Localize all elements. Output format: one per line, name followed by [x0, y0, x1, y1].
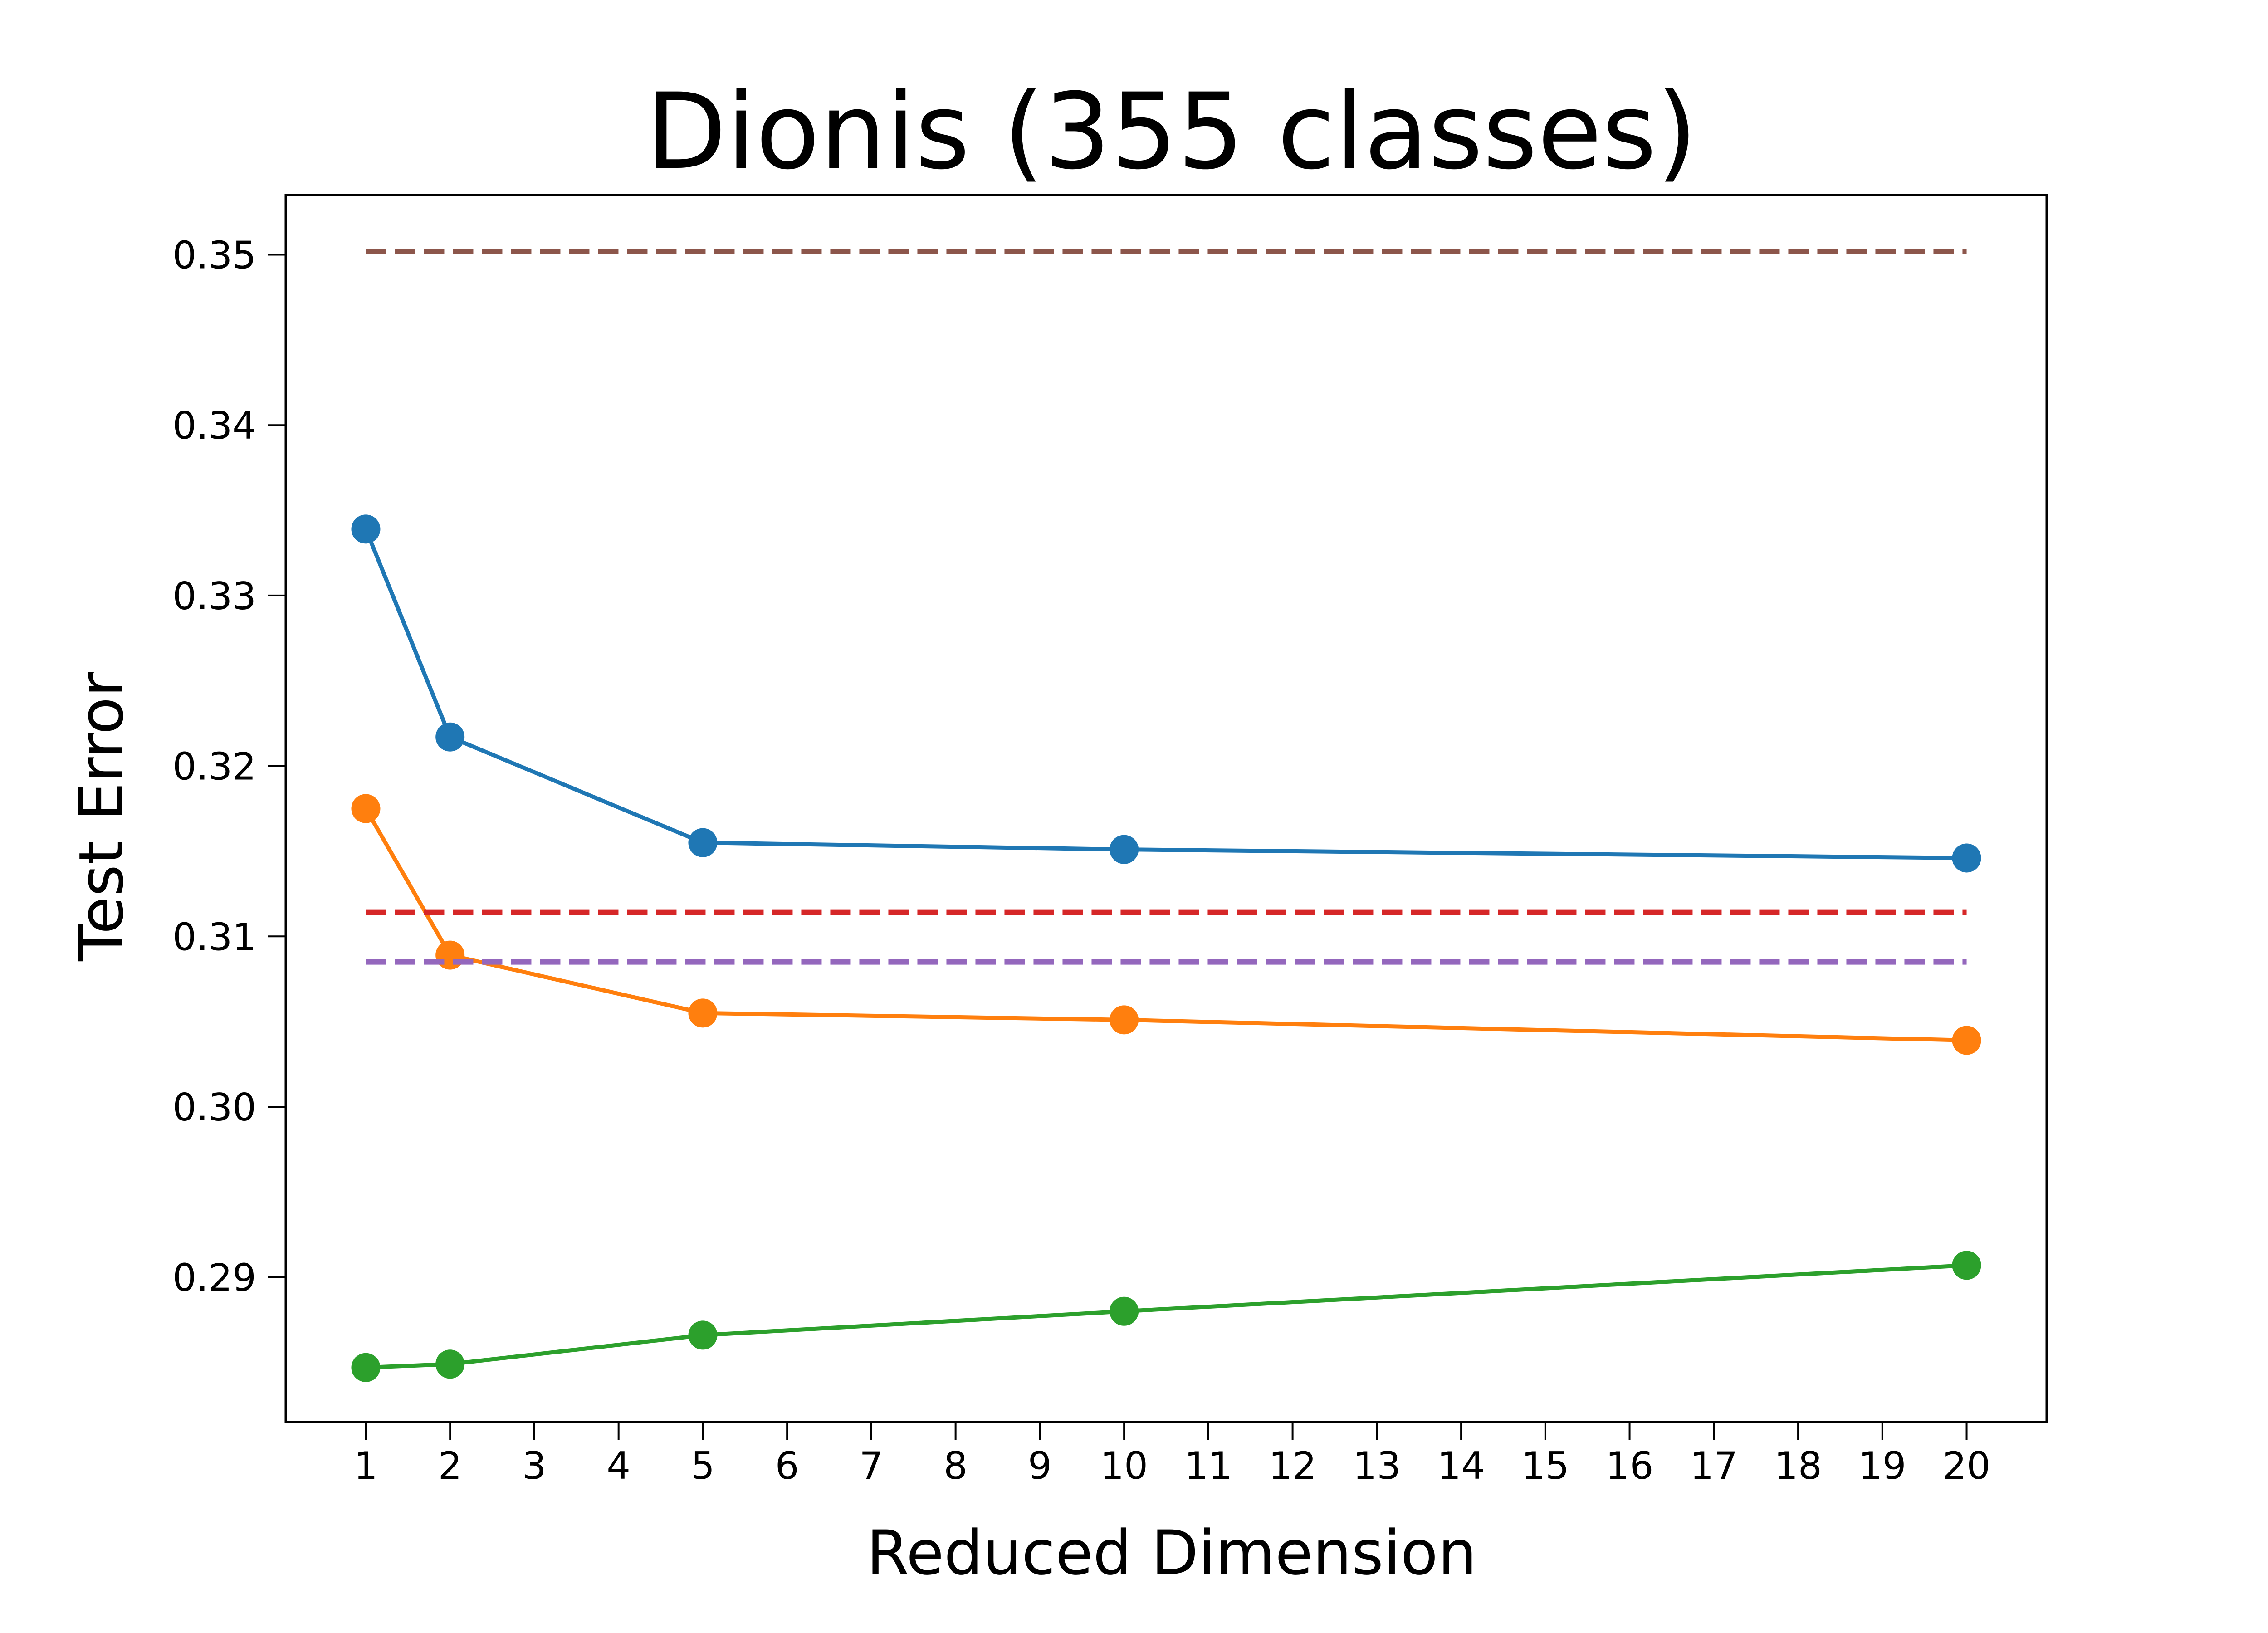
y-tick-label: 0.34	[172, 404, 256, 448]
plot-series	[351, 248, 1981, 1382]
x-tick-label: 3	[523, 1444, 547, 1488]
x-tick-label: 19	[1858, 1444, 1906, 1488]
x-axis-ticks: 1 2 3 4 5 6 7 8 9 10 11 12 13 14 15 16 17 18 19 20	[354, 1422, 1990, 1488]
chart-title: Dionis (355 classes)	[646, 71, 1697, 193]
x-axis-label: Reduced Dimension	[866, 1517, 1477, 1589]
y-tick-label: 0.29	[172, 1256, 256, 1300]
x-tick-label: 13	[1353, 1444, 1401, 1488]
y-axis-ticks: 0.29 0.30 0.31 0.32 0.33 0.34 0.35	[172, 233, 286, 1300]
series-3-point	[1952, 1251, 1981, 1280]
series-2-point	[1110, 1005, 1139, 1035]
x-tick-label: 7	[859, 1444, 883, 1488]
x-tick-label: 20	[1943, 1444, 1991, 1488]
series-1-point	[351, 514, 381, 544]
series-2	[351, 794, 1981, 1055]
y-tick-label: 0.32	[172, 745, 256, 789]
x-tick-label: 16	[1606, 1444, 1654, 1488]
x-tick-label: 14	[1437, 1444, 1485, 1488]
x-tick-label: 8	[943, 1444, 968, 1488]
x-tick-label: 18	[1774, 1444, 1822, 1488]
series-3-point	[435, 1349, 465, 1379]
series-3-point	[1110, 1296, 1139, 1326]
x-tick-label: 6	[775, 1444, 799, 1488]
series-3	[351, 1251, 1981, 1382]
series-1-point	[435, 722, 465, 752]
x-tick-label: 11	[1184, 1444, 1232, 1488]
x-tick-label: 10	[1100, 1444, 1148, 1488]
series-2-point	[688, 998, 718, 1028]
y-tick-label: 0.33	[172, 574, 256, 618]
y-tick-label: 0.35	[172, 233, 256, 277]
series-1	[351, 514, 1981, 873]
y-axis-label: Test Error	[66, 672, 137, 962]
x-tick-label: 17	[1690, 1444, 1738, 1488]
x-tick-label: 9	[1028, 1444, 1052, 1488]
x-tick-label: 5	[691, 1444, 715, 1488]
x-tick-label: 12	[1269, 1444, 1317, 1488]
series-1-point	[688, 828, 718, 857]
series-1-point	[1110, 835, 1139, 864]
series-3-point	[351, 1353, 381, 1382]
x-tick-label: 1	[354, 1444, 378, 1488]
y-tick-label: 0.31	[172, 915, 256, 959]
x-tick-label: 4	[606, 1444, 631, 1488]
series-2-point	[1952, 1026, 1981, 1055]
x-tick-label: 15	[1521, 1444, 1569, 1488]
series-1-point	[1952, 843, 1981, 873]
series-2-point	[351, 794, 381, 823]
x-tick-label: 2	[438, 1444, 462, 1488]
series-2-point	[435, 940, 465, 970]
series-3-point	[688, 1320, 718, 1350]
plot-area-frame	[284, 194, 2048, 1423]
y-tick-label: 0.30	[172, 1085, 256, 1129]
